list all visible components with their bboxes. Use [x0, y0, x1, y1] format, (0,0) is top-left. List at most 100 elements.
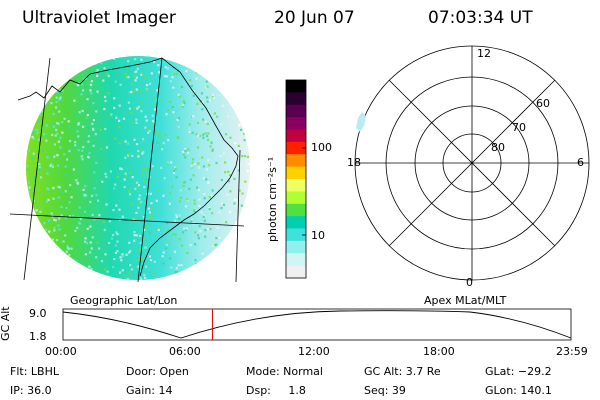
image-pixel [166, 161, 169, 164]
timeline-x-tick: 12:00 [298, 345, 330, 358]
image-pixel [46, 172, 49, 175]
image-pixel [247, 214, 250, 217]
image-pixel [88, 151, 91, 155]
image-pixel [87, 269, 90, 272]
colorbar-segment [286, 80, 306, 93]
image-pixel [194, 263, 198, 266]
image-pixel [32, 199, 36, 202]
image-pixel [174, 167, 177, 171]
image-pixel [127, 142, 130, 145]
image-pixel [89, 83, 93, 86]
apex-caption: Apex MLat/MLT [424, 294, 507, 307]
image-pixel [116, 250, 119, 253]
image-pixel [37, 266, 40, 269]
image-pixel [110, 237, 114, 240]
image-pixel [156, 141, 159, 144]
image-pixel [186, 151, 190, 155]
image-pixel [53, 82, 56, 85]
image-pixel [204, 120, 207, 123]
image-pixel [150, 202, 153, 205]
image-pixel [84, 253, 88, 256]
image-pixel [195, 133, 198, 136]
image-pixel [74, 229, 77, 233]
image-pixel [132, 90, 136, 93]
image-pixel [137, 105, 140, 108]
image-pixel [202, 215, 205, 218]
image-pixel [36, 70, 39, 73]
image-pixel [154, 246, 157, 249]
image-pixel [217, 259, 220, 262]
image-pixel [248, 265, 250, 268]
image-pixel [31, 89, 34, 93]
image-pixel [124, 172, 127, 175]
image-pixel [142, 138, 145, 141]
image-pixel [149, 192, 152, 195]
image-pixel [87, 140, 90, 143]
image-pixel [201, 101, 204, 104]
image-pixel [184, 205, 188, 208]
image-pixel [77, 83, 80, 87]
image-pixel [32, 192, 35, 195]
image-pixel [50, 102, 53, 105]
image-pixel [128, 241, 131, 244]
image-pixel [29, 72, 33, 75]
image-pixel [46, 166, 49, 170]
colorbar-segment [286, 166, 306, 180]
image-pixel [118, 208, 121, 211]
image-pixel [188, 123, 191, 126]
image-pixel [137, 149, 140, 153]
image-pixel [103, 268, 107, 271]
image-pixel [214, 269, 217, 272]
image-pixel [138, 248, 142, 252]
image-pixel [238, 258, 241, 261]
image-pixel [186, 275, 189, 278]
image-pixel [144, 168, 147, 171]
image-pixel [204, 235, 207, 238]
image-pixel [161, 145, 164, 149]
image-pixel [143, 185, 146, 189]
image-pixel [80, 93, 83, 96]
image-pixel [32, 176, 35, 179]
image-pixel [30, 132, 33, 135]
image-pixel [165, 113, 168, 116]
image-pixel [110, 113, 113, 116]
image-pixel [206, 85, 209, 88]
colorbar-segment [286, 240, 306, 254]
image-pixel [86, 98, 89, 101]
image-pixel [210, 67, 214, 70]
image-pixel [139, 242, 142, 245]
image-pixel [48, 230, 51, 233]
image-pixel [55, 58, 59, 62]
image-pixel [125, 174, 128, 177]
image-pixel [58, 228, 61, 231]
image-pixel [139, 88, 143, 91]
image-pixel [128, 251, 131, 254]
image-pixel [68, 149, 71, 153]
image-pixel [190, 84, 193, 88]
image-pixel [238, 189, 241, 192]
image-pixel [114, 251, 118, 255]
image-pixel [125, 253, 128, 256]
image-pixel [130, 90, 133, 94]
image-pixel [203, 193, 206, 196]
image-pixel [231, 77, 235, 80]
image-pixel [202, 133, 205, 136]
image-pixel [197, 61, 200, 64]
image-pixel [179, 196, 183, 199]
image-pixel [151, 114, 154, 117]
image-pixel [145, 83, 149, 87]
image-pixel [81, 125, 85, 128]
altitude-timeline [62, 308, 572, 341]
image-pixel [156, 89, 159, 92]
image-pixel [236, 114, 239, 117]
image-pixel [189, 79, 192, 82]
image-pixel [142, 216, 145, 219]
image-pixel [202, 165, 206, 168]
image-pixel [59, 146, 62, 149]
image-pixel [27, 149, 30, 152]
image-pixel [121, 215, 124, 218]
image-pixel [93, 218, 96, 221]
image-pixel [115, 231, 118, 234]
image-pixel [180, 85, 184, 89]
image-pixel [41, 110, 44, 113]
